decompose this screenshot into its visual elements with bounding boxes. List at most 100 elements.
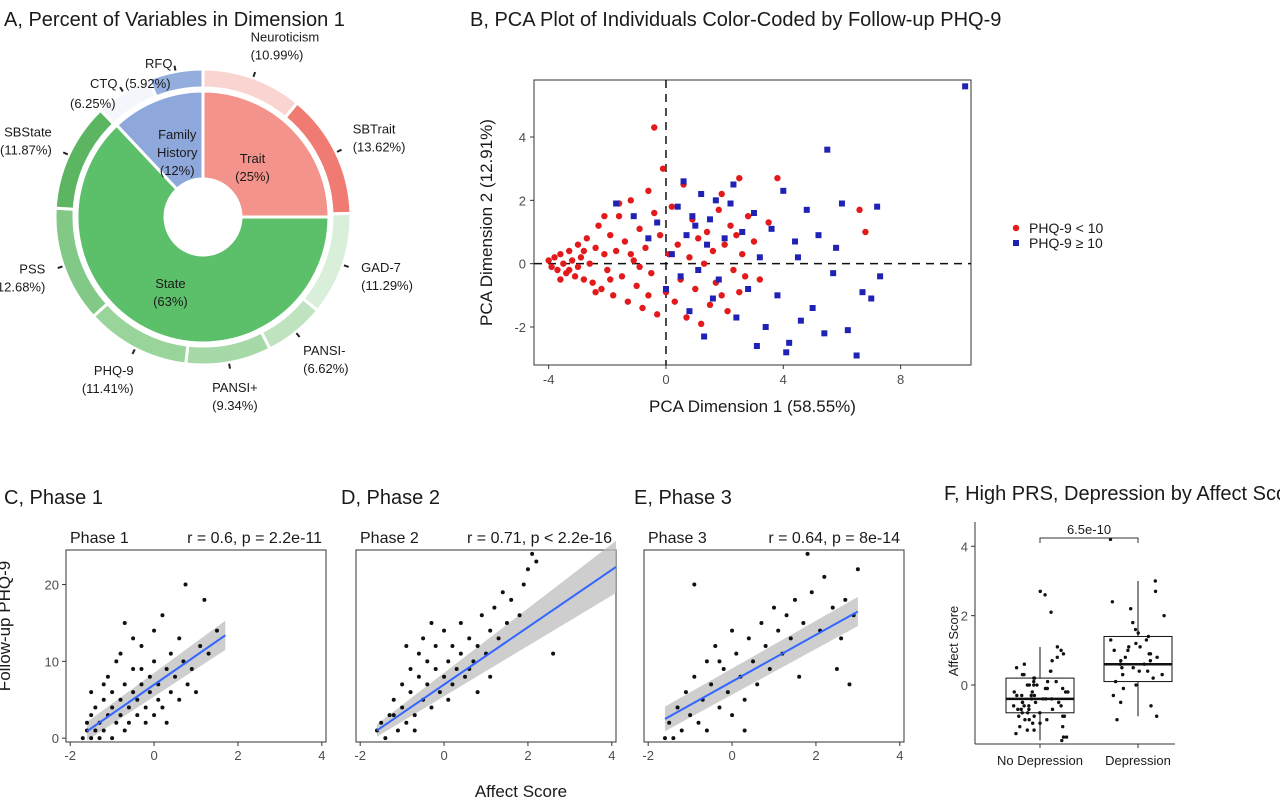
data-point-31	[143, 705, 148, 710]
point-dep-21	[727, 200, 734, 207]
data-point-10	[408, 667, 413, 672]
point-nodep-51	[692, 285, 699, 293]
point-dep-13	[698, 191, 705, 197]
panel-a: A, Percent of Variables in Dimension 1 T…	[0, 9, 413, 413]
inner-slice-name-0: Trait	[240, 151, 266, 166]
data-point-29	[463, 674, 468, 679]
data-point-0	[80, 736, 85, 741]
jitter-point-1-36	[1118, 700, 1123, 705]
x-tick-label-1: 0	[662, 372, 669, 387]
data-point-42	[839, 636, 844, 641]
x-tick-label-3: 4	[896, 748, 903, 763]
point-nodep-63	[727, 222, 734, 229]
point-dep-28	[768, 225, 775, 232]
data-point-13	[110, 736, 115, 741]
outer-label-tick-4	[228, 363, 231, 369]
point-nodep-74	[557, 276, 564, 283]
x-tick-label-3: 8	[897, 372, 904, 387]
jitter-point-1-0	[1115, 718, 1119, 722]
data-point-6	[400, 705, 405, 710]
data-point-36	[152, 659, 157, 664]
point-nodep-19	[598, 285, 605, 293]
jitter-point-0-64	[1045, 679, 1050, 684]
point-nodep-34	[642, 244, 649, 252]
legend-label-1: PHQ-9 ≥ 10	[1029, 235, 1103, 251]
point-dep-24	[745, 286, 752, 292]
jitter-point-0-51	[1050, 659, 1054, 663]
data-point-15	[110, 690, 115, 695]
data-point-5	[395, 728, 400, 733]
y-axis-label: PCA Dimension 2 (12.91%)	[477, 119, 496, 326]
data-point-19	[730, 713, 735, 718]
point-nodep-53	[697, 320, 705, 328]
point-nodep-20	[601, 250, 608, 258]
point-nodep-83	[601, 212, 608, 220]
point-dep-23	[739, 229, 746, 235]
point-nodep-3	[554, 266, 561, 274]
data-point-34	[792, 597, 797, 602]
jitter-point-1-33	[1153, 579, 1158, 583]
jitter-point-1-28	[1131, 620, 1135, 625]
data-point-44	[847, 682, 852, 687]
outer-slice-name-3: PANSI-	[303, 343, 345, 358]
data-point-26	[131, 667, 136, 672]
data-point-15	[717, 705, 722, 710]
jitter-point-0-29	[1044, 697, 1048, 701]
point-nodep-56	[706, 301, 714, 309]
jitter-point-1-1	[1154, 714, 1159, 718]
y-tick-label-0: 0	[961, 678, 968, 693]
outer-label-tick-6	[57, 265, 63, 270]
data-point-48	[181, 659, 186, 664]
jitter-point-1-35	[1134, 683, 1138, 687]
point-dep-47	[962, 83, 969, 90]
y-tick-label-2: 2	[519, 193, 526, 208]
outer-slice-label-0: (10.99%)	[251, 48, 304, 63]
regression-line	[86, 634, 226, 733]
y-tick-label-1: 2	[961, 609, 968, 624]
jitter-point-1-38	[1127, 645, 1131, 649]
data-point-41	[164, 667, 169, 672]
data-point-43	[843, 597, 848, 602]
outer-label-tick-1	[336, 148, 342, 153]
data-point-9	[101, 697, 106, 702]
data-point-12	[105, 674, 110, 679]
data-point-25	[131, 690, 136, 695]
data-point-23	[746, 636, 751, 641]
comparison-bracket	[1039, 537, 1139, 543]
data-point-58	[118, 651, 123, 656]
jitter-point-0-1	[1061, 735, 1066, 739]
jitter-point-0-69	[1027, 683, 1032, 687]
outer-slice-name-5: PHQ-9	[94, 363, 134, 378]
x-tick-label-1: 0	[440, 748, 447, 763]
y-tick-label-2: 4	[961, 539, 968, 554]
data-point-16	[721, 667, 726, 672]
point-dep-9	[683, 232, 690, 239]
y-tick-label-3: 4	[519, 130, 526, 145]
regression-line	[376, 566, 617, 732]
point-dep-0	[613, 200, 620, 207]
panel-a-title: A, Percent of Variables in Dimension 1	[4, 9, 345, 31]
jitter-point-0-58	[1038, 589, 1042, 594]
jitter-point-1-4	[1121, 686, 1126, 691]
data-point-57	[101, 682, 106, 687]
jitter-point-0-52	[1055, 655, 1059, 659]
jitter-point-0-50	[1022, 662, 1027, 666]
outer-slice-label-1: (13.62%)	[353, 139, 406, 154]
data-point-6	[93, 705, 98, 710]
jitter-point-1-14	[1119, 659, 1123, 663]
inner-slice-name-2: Family	[158, 127, 197, 142]
point-nodep-60	[718, 292, 725, 299]
data-point-4	[391, 697, 396, 702]
data-point-4	[89, 713, 94, 718]
outer-slice-name-2: GAD-7	[361, 260, 401, 275]
point-nodep-15	[586, 260, 593, 267]
data-point-27	[458, 651, 463, 656]
outer-slice-label-3: (6.62%)	[303, 361, 349, 376]
outer-label-tick-8	[119, 86, 124, 92]
data-point-33	[788, 636, 793, 641]
y-axis-label: Follow-up PHQ-9	[0, 561, 14, 691]
point-nodep-80	[627, 250, 634, 258]
point-nodep-29	[627, 197, 634, 204]
jitter-point-0-60	[1025, 728, 1030, 732]
panel-c-title: C, Phase 1	[4, 487, 103, 509]
